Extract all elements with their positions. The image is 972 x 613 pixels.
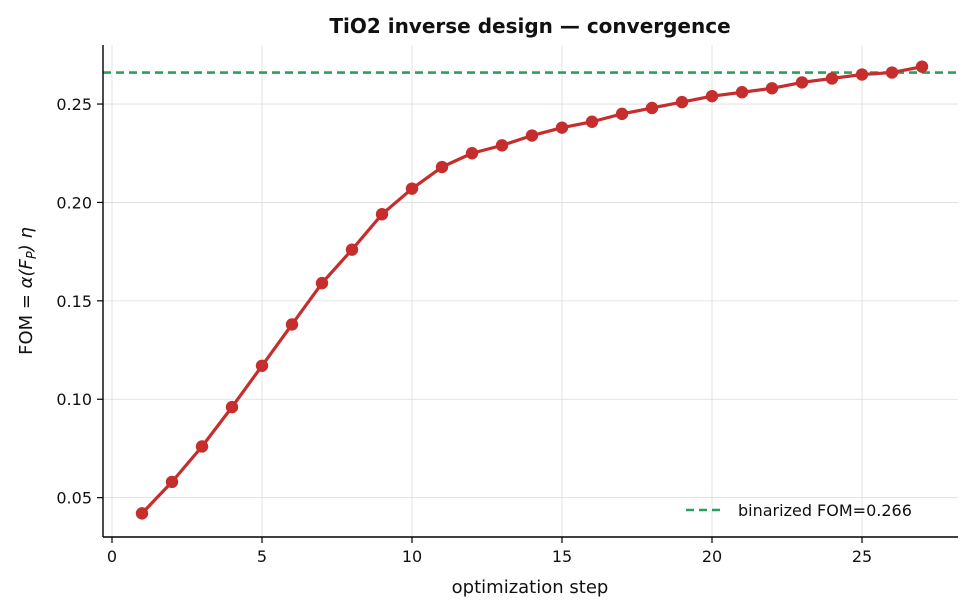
x-tick-label: 20 [702,547,722,566]
data-point [615,107,629,121]
legend-label-binarized: binarized FOM=0.266 [738,501,912,520]
data-point [285,318,299,331]
y-tick-label: 0.25 [56,95,92,114]
data-point [225,400,239,414]
y-axis-label-prefix: FOM = [16,288,37,355]
x-tick-label: 5 [257,547,267,566]
data-point [705,89,719,103]
data-point [525,129,539,142]
data-point [585,115,599,128]
data-point [135,507,149,520]
data-point [555,121,569,134]
data-point [855,68,869,81]
data-point [375,208,389,221]
y-tick-label: 0.15 [56,292,92,311]
series-layer [135,60,929,520]
data-point [645,101,659,115]
data-point [165,475,179,489]
y-axis-label: FOM = α(FP) η [16,227,40,355]
data-point [315,276,329,290]
data-point [345,243,359,256]
chart-title: TiO2 inverse design — convergence [329,14,730,38]
data-point [255,359,269,372]
ticks: 0 5 10 15 20 25 0.05 0.10 0.15 0.20 0.25 [56,95,872,566]
data-point [765,82,779,95]
data-point [405,182,419,195]
y-tick-label: 0.05 [56,489,92,508]
x-tick-label: 15 [552,547,572,566]
y-tick-label: 0.20 [56,193,92,212]
data-point [435,160,449,174]
y-axis-label-tail: ) η [16,227,37,253]
data-point [735,86,749,99]
data-point [675,95,689,109]
data-point [495,139,509,152]
x-axis-label: optimization step [452,577,609,598]
data-point [795,76,809,89]
data-point [825,72,839,85]
y-tick-label: 0.10 [56,390,92,409]
x-tick-label: 25 [852,547,872,566]
y-axis-label-math: α(F [16,258,37,288]
data-point [885,66,899,79]
axes [102,45,958,538]
x-tick-label: 0 [107,547,117,566]
y-axis-label-subscript: P [25,251,40,259]
legend: binarized FOM=0.266 [686,501,912,520]
x-tick-label: 10 [402,547,422,566]
data-point [195,440,209,453]
data-point [465,147,479,160]
data-point [915,60,929,73]
grid [103,45,958,537]
